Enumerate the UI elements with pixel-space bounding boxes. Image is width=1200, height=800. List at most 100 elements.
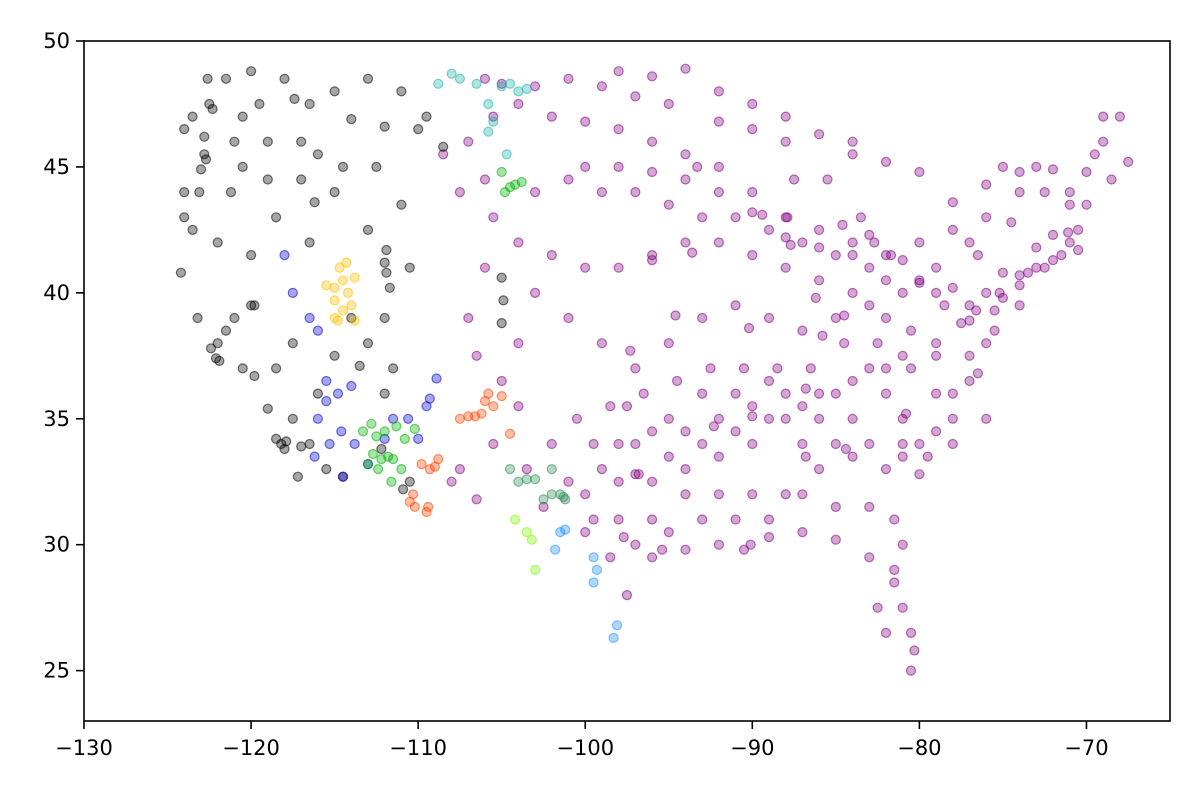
data-point <box>708 421 720 432</box>
data-point <box>396 464 407 475</box>
data-point <box>321 396 332 407</box>
data-point <box>229 136 240 147</box>
data-point <box>656 544 668 555</box>
data-point <box>200 154 212 165</box>
data-point <box>337 161 349 172</box>
series-7 <box>504 464 571 505</box>
data-point <box>309 451 320 462</box>
data-point <box>424 393 435 404</box>
data-point <box>638 388 649 399</box>
data-point <box>276 438 287 450</box>
data-point <box>855 212 867 223</box>
data-point <box>560 524 571 535</box>
data-point <box>680 464 691 475</box>
data-point <box>780 413 791 424</box>
data-point <box>663 338 674 349</box>
data-point <box>780 262 791 273</box>
data-point <box>964 300 975 311</box>
data-point <box>830 312 841 324</box>
data-point <box>730 514 741 525</box>
data-point <box>630 187 641 198</box>
data-point <box>981 338 992 349</box>
data-point <box>262 136 273 147</box>
data-point <box>713 161 725 172</box>
data-point <box>337 275 349 286</box>
data-point <box>526 534 537 545</box>
data-point <box>763 413 775 424</box>
data-point <box>334 262 345 273</box>
data-point <box>588 438 599 450</box>
data-point <box>371 431 382 442</box>
data-point <box>337 471 349 482</box>
data-point <box>498 295 509 306</box>
data-point <box>379 426 390 437</box>
data-point <box>847 375 858 387</box>
data-point <box>271 433 282 444</box>
data-point <box>743 323 755 334</box>
data-point <box>431 373 442 384</box>
data-point <box>747 187 758 198</box>
data-point <box>588 577 599 588</box>
data-point <box>981 179 992 190</box>
data-point <box>1031 262 1042 273</box>
data-point <box>956 318 967 329</box>
data-point <box>513 98 524 110</box>
data-point <box>321 280 332 291</box>
data-point <box>513 401 524 412</box>
data-point <box>332 315 344 326</box>
data-point <box>287 338 298 349</box>
data-point <box>220 325 232 336</box>
data-point <box>1114 111 1126 122</box>
data-point <box>1039 262 1050 273</box>
data-point <box>613 438 624 450</box>
data-point <box>763 312 775 324</box>
data-point <box>1056 250 1067 261</box>
data-point <box>446 68 457 79</box>
data-point <box>830 534 841 545</box>
data-point <box>613 514 624 525</box>
data-point <box>207 103 218 115</box>
data-point <box>379 388 390 399</box>
data-point <box>889 514 900 525</box>
data-point <box>797 438 808 450</box>
data-point <box>563 476 574 487</box>
data-point <box>416 459 427 470</box>
x-tick-label: −120 <box>222 736 280 760</box>
plot-background <box>84 41 1170 721</box>
data-point <box>872 338 883 349</box>
data-point <box>670 310 681 321</box>
data-point <box>797 489 808 500</box>
data-point <box>663 413 674 424</box>
data-point <box>1039 187 1050 198</box>
data-point <box>1014 270 1025 281</box>
data-point <box>605 552 616 563</box>
data-point <box>379 312 390 324</box>
data-point <box>713 539 725 550</box>
data-point <box>546 111 557 122</box>
data-point <box>413 124 424 135</box>
data-point <box>646 166 658 178</box>
data-point <box>939 300 950 311</box>
data-point <box>730 426 741 437</box>
data-point <box>697 438 708 450</box>
data-point <box>371 161 382 172</box>
data-point <box>329 187 340 198</box>
data-point <box>813 242 825 253</box>
data-point <box>713 489 725 500</box>
data-point <box>611 620 623 631</box>
data-point <box>1106 174 1117 185</box>
data-point <box>281 436 292 447</box>
data-point <box>591 564 603 576</box>
data-point <box>847 451 858 462</box>
data-point <box>947 224 958 235</box>
data-point <box>847 237 858 248</box>
data-point <box>384 282 395 293</box>
data-point <box>713 451 725 462</box>
data-point <box>179 212 190 223</box>
data-point <box>964 375 975 387</box>
data-point <box>1123 156 1134 167</box>
data-point <box>608 632 619 644</box>
data-point <box>496 391 507 402</box>
series-6 <box>433 68 532 160</box>
data-point <box>403 413 414 424</box>
